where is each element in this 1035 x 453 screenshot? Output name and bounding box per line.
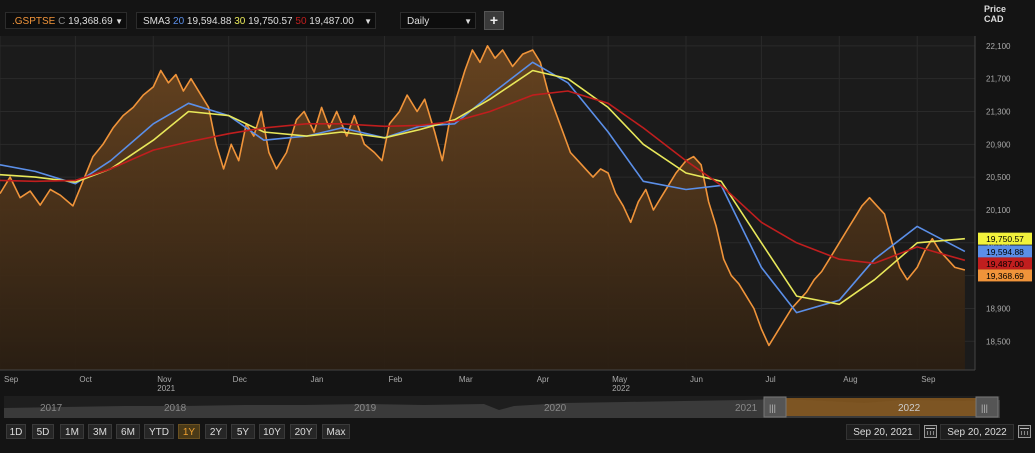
- y-tick-label: 21,700: [986, 75, 1011, 84]
- y-tick-label: 20,500: [986, 173, 1011, 182]
- sma20-period: 20: [173, 16, 185, 27]
- add-study-button[interactable]: +: [484, 11, 504, 30]
- x-tick-label: Sep: [921, 375, 936, 384]
- value-tag-label-sma-50: 19,487.00: [986, 259, 1024, 269]
- x-tick-label: Jul: [765, 375, 775, 384]
- price-axis-header: Price CAD: [984, 4, 1006, 24]
- x-tick-label: Oct: [79, 375, 92, 384]
- nav-year-label: 2017: [40, 403, 63, 414]
- study-selector[interactable]: SMA3 20 19,594.88 30 19,750.57 50 19,487…: [136, 12, 376, 29]
- value-tag-label-sma-20: 19,594.88: [986, 247, 1024, 257]
- value-tag-sma-30: [978, 232, 1032, 245]
- x-tick-label: Jun: [690, 375, 703, 384]
- close-value: 19,368.69: [68, 16, 113, 27]
- price-chart[interactable]: 18,50018,90019,30019,70020,10020,50020,9…: [0, 0, 1035, 400]
- range-button-1y[interactable]: 1Y: [178, 424, 200, 439]
- price-axis-title: Price: [984, 4, 1007, 14]
- x-tick-label: Dec: [233, 375, 247, 384]
- interval-selector[interactable]: Daily ▼: [400, 12, 476, 29]
- axes: 18,50018,90019,30019,70020,10020,50020,9…: [0, 36, 1011, 393]
- sma30-period: 30: [234, 16, 246, 27]
- symbol-name: .GSPTSE: [12, 16, 56, 27]
- range-button-5d[interactable]: 5D: [32, 424, 54, 439]
- price-axis-currency: CAD: [984, 14, 1004, 24]
- range-button-ytd[interactable]: YTD: [144, 424, 174, 439]
- chevron-down-icon[interactable]: ▼: [364, 17, 372, 26]
- x-tick-label: Jan: [311, 375, 324, 384]
- nav-year-label: 2021: [735, 403, 758, 414]
- range-button-20y[interactable]: 20Y: [290, 424, 317, 439]
- range-button-1d[interactable]: 1D: [6, 424, 26, 439]
- grip-icon: |||: [981, 403, 988, 413]
- start-date-field[interactable]: Sep 20, 2021: [846, 424, 920, 440]
- x-tick-label: Apr: [537, 375, 550, 384]
- value-tag-label-sma-30: 19,750.57: [986, 234, 1024, 244]
- y-tick-label: 22,100: [986, 42, 1011, 51]
- x-tick-label: Feb: [388, 375, 402, 384]
- close-prefix: C: [58, 16, 66, 27]
- interval-label: Daily: [407, 16, 430, 27]
- value-tag-sma-20: [978, 245, 1032, 258]
- x-tick-label: Sep: [4, 375, 19, 384]
- x-year-label: 2021: [157, 384, 175, 393]
- series-line-sma-30: [0, 69, 965, 306]
- range-button-2y[interactable]: 2Y: [205, 424, 227, 439]
- navigator-selection[interactable]: [786, 398, 976, 416]
- x-tick-label: May: [612, 375, 627, 384]
- y-tick-label: 18,900: [986, 304, 1011, 313]
- range-button-10y[interactable]: 10Y: [259, 424, 285, 439]
- value-tag-gsptse: [978, 269, 1032, 282]
- y-tick-label: 18,500: [986, 337, 1011, 346]
- navigator-sparkline: [4, 399, 1000, 418]
- nav-year-label: 2018: [164, 403, 187, 414]
- navigator[interactable]: 2017 2018 2019 2020 2021 2022 ||| |||: [4, 396, 1000, 418]
- calendar-icon[interactable]: [924, 425, 937, 438]
- sma50-period: 50: [295, 16, 307, 27]
- value-tag-label-gsptse: 19,368.69: [986, 271, 1024, 281]
- nav-year-label: 2019: [354, 403, 377, 414]
- x-year-label: 2022: [612, 384, 630, 393]
- chevron-down-icon[interactable]: ▼: [115, 17, 123, 26]
- chart-toolbar: .GSPTSE C 19,368.69 ▼ SMA3 20 19,594.88 …: [0, 0, 1035, 40]
- value-tag-sma-50: [978, 257, 1032, 270]
- range-button-6m[interactable]: 6M: [116, 424, 140, 439]
- range-button-max[interactable]: Max: [322, 424, 350, 439]
- study-name: SMA3: [143, 16, 171, 27]
- y-tick-label: 20,100: [986, 206, 1011, 215]
- range-button-5y[interactable]: 5Y: [231, 424, 255, 439]
- range-button-3m[interactable]: 3M: [88, 424, 112, 439]
- end-date-field[interactable]: Sep 20, 2022: [940, 424, 1014, 440]
- nav-year-label: 2020: [544, 403, 567, 414]
- y-tick-label: 20,900: [986, 140, 1011, 149]
- navigator-left-handle[interactable]: [763, 396, 787, 418]
- x-tick-label: Mar: [459, 375, 473, 384]
- series-lines: [0, 45, 966, 347]
- x-tick-label: Nov: [157, 375, 171, 384]
- series-line-sma-50: [0, 90, 966, 265]
- navigator-right-handle[interactable]: [975, 396, 999, 418]
- calendar-icon[interactable]: [1018, 425, 1031, 438]
- series-area-gsptse: [0, 45, 965, 371]
- nav-year-label: 2022: [898, 403, 921, 414]
- range-button-1m[interactable]: 1M: [60, 424, 84, 439]
- sma50-value: 19,487.00: [309, 16, 354, 27]
- value-tags: 19,750.57 19,594.88 19,487.00 19,368.69: [978, 232, 1032, 282]
- series-line-gsptse: [0, 45, 966, 347]
- price-area: [0, 45, 965, 371]
- symbol-selector[interactable]: .GSPTSE C 19,368.69 ▼: [5, 12, 127, 29]
- sma20-value: 19,594.88: [186, 16, 232, 27]
- grip-icon: |||: [769, 403, 776, 413]
- x-tick-label: Aug: [843, 375, 857, 384]
- chevron-down-icon[interactable]: ▼: [464, 17, 472, 26]
- sma30-value: 19,750.57: [248, 16, 293, 27]
- y-tick-label: 21,300: [986, 107, 1011, 116]
